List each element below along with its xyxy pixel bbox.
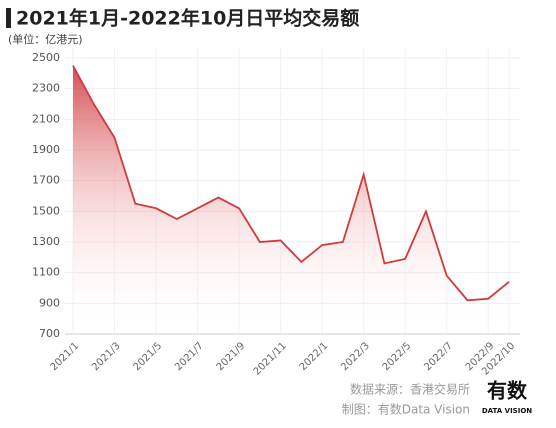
y-tick-label: 1700 [32, 174, 60, 187]
x-tick-label: 2021/7 [173, 340, 206, 373]
x-tick-label: 2022/1 [298, 340, 331, 373]
y-tick-label: 1500 [32, 204, 60, 217]
line [72, 65, 510, 302]
x-tick-label: 2022/5 [381, 340, 414, 373]
x-tick-label: 2022/7 [422, 340, 455, 373]
credit: 制图：有数Data Vision [342, 402, 470, 417]
x-tick-label: 2021/9 [215, 340, 248, 373]
chart-title: 2021年1月-2022年10月日平均交易额 [16, 7, 359, 30]
y-tick-label: 900 [39, 296, 60, 309]
y-tick-label: 1900 [32, 143, 60, 156]
logo: 有数 [487, 379, 528, 403]
title-bar [6, 8, 11, 28]
x-tick-label: 2021/1 [49, 340, 82, 373]
logo-sub: DATA VISION [482, 407, 532, 415]
area [73, 65, 509, 335]
y-tick-label: 700 [39, 327, 60, 340]
y-tick-label: 1300 [32, 235, 60, 248]
source: 数据来源：香港交易所 [350, 382, 470, 397]
x-tick-label: 2021/5 [132, 340, 165, 373]
y-tick-label: 2100 [32, 112, 60, 125]
y-tick-label: 2500 [32, 51, 60, 64]
x-tick-label: 2021/11 [252, 340, 289, 377]
x-tick-label: 2021/3 [90, 340, 123, 373]
y-tick-label: 2300 [32, 82, 60, 95]
y-tick-label: 1100 [32, 266, 60, 279]
x-tick-label: 2022/3 [339, 340, 372, 373]
y-axis-label: (单位：亿港元) [8, 32, 83, 46]
